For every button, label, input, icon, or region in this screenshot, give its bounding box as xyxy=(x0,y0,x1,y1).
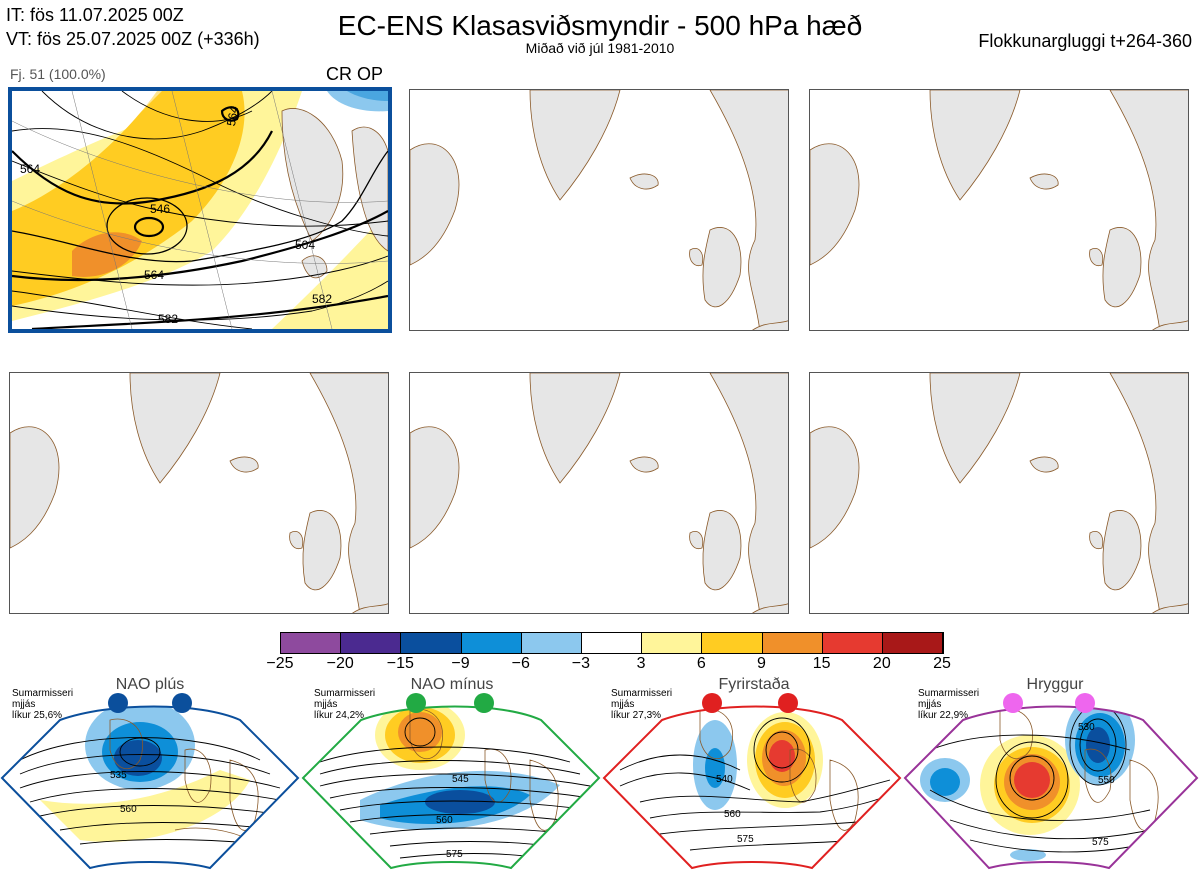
classification-window: Flokkunargluggi t+264-360 xyxy=(978,31,1192,51)
colorbar-label: −20 xyxy=(326,655,354,672)
svg-text:575: 575 xyxy=(737,834,754,845)
svg-text:550: 550 xyxy=(1098,775,1115,786)
colorbar-label: −25 xyxy=(266,655,294,672)
contour-label: 564 xyxy=(20,162,40,176)
contour-label: 582 xyxy=(312,292,332,306)
map-land xyxy=(810,373,1188,613)
contour-label: 504 xyxy=(295,238,315,252)
colorbar-swatch xyxy=(461,633,522,653)
regime-dot xyxy=(702,693,722,713)
map-land xyxy=(810,90,1188,330)
colorbar-label: 3 xyxy=(636,655,646,672)
regime-dot xyxy=(1075,693,1095,713)
colorbar-swatch xyxy=(401,633,462,653)
cluster-map-6[interactable] xyxy=(809,372,1189,614)
colorbar-label: −3 xyxy=(571,655,591,672)
regime-note-nao-plus: Sumarmisseri mjjás líkur 25,6% xyxy=(12,688,74,721)
colorbar-label: −6 xyxy=(511,655,530,672)
init-time: IT: fös 11.07.2025 00Z xyxy=(6,5,184,25)
svg-text:560: 560 xyxy=(436,815,453,826)
valid-time: VT: fös 25.07.2025 00Z (+336h) xyxy=(6,29,260,49)
svg-text:545: 545 xyxy=(452,774,469,785)
colorbar-swatch xyxy=(521,633,582,653)
contour-label: 546 xyxy=(150,202,170,216)
svg-text:530: 530 xyxy=(1078,722,1095,733)
regime-title-blocking: Fyrirstaða xyxy=(718,676,790,693)
regime-dot xyxy=(778,693,798,713)
map-land xyxy=(410,90,788,330)
map-land xyxy=(410,373,788,613)
cluster-map-5[interactable] xyxy=(409,372,789,614)
colorbar-swatch xyxy=(882,633,944,653)
colorbar-swatch xyxy=(822,633,883,653)
contour-label: 564 xyxy=(224,105,241,127)
regime-maps: 535 560 545 560 575 xyxy=(0,693,1199,870)
regime-map-ridge: 530 550 575 xyxy=(905,706,1197,868)
cluster-map-4[interactable] xyxy=(9,372,389,614)
colorbar-label: 15 xyxy=(812,655,831,672)
svg-text:560: 560 xyxy=(724,809,741,820)
colorbar-label: 9 xyxy=(757,655,766,672)
page-subtitle: Miðað við júl 1981-2010 xyxy=(525,40,675,56)
regime-note-nao-minus: Sumarmisseri mjjás líkur 24,2% xyxy=(314,688,376,721)
page-title: EC-ENS Klasasviðsmyndir - 500 hPa hæð xyxy=(337,10,863,41)
regime-map-blocking: 540 560 575 xyxy=(604,706,900,868)
svg-text:560: 560 xyxy=(120,804,137,815)
regime-frame-nao-minus xyxy=(301,705,601,870)
colorbar-swatch xyxy=(702,633,763,653)
regime-dot xyxy=(474,693,494,713)
colorbar-label: 6 xyxy=(696,655,706,672)
colorbar-swatch xyxy=(762,633,823,653)
contour-label: 564 xyxy=(144,268,164,282)
colorbar-label: 20 xyxy=(872,655,891,672)
regime-map-nao-minus: 545 560 575 xyxy=(303,706,599,868)
regime-frame-nao-plus xyxy=(0,705,300,870)
colorbar-label: −9 xyxy=(451,655,470,672)
regime-dot xyxy=(406,693,426,713)
contour-label: 582 xyxy=(158,312,178,326)
svg-text:540: 540 xyxy=(716,774,733,785)
svg-text:535: 535 xyxy=(110,770,127,781)
colorbar-swatch xyxy=(642,633,703,653)
svg-text:575: 575 xyxy=(446,849,463,860)
cluster-map-3[interactable] xyxy=(809,89,1189,331)
regime-dot xyxy=(1003,693,1023,713)
colorbar-swatch xyxy=(581,633,643,653)
colorbar-label: 25 xyxy=(933,655,951,672)
svg-text:575: 575 xyxy=(1092,837,1109,848)
regime-dot xyxy=(108,693,128,713)
map-land xyxy=(10,373,388,613)
cluster-tag: CR OP xyxy=(326,64,384,84)
regime-map-nao-plus: 535 560 xyxy=(2,706,298,868)
regime-title-ridge: Hryggur xyxy=(1026,676,1084,693)
regime-title-nao-plus: NAO plús xyxy=(115,676,185,693)
regime-title-nao-minus: NAO mínus xyxy=(410,676,494,693)
colorbar-label: −15 xyxy=(386,655,414,672)
regime-dot xyxy=(172,693,192,713)
regime-note-blocking: Sumarmisseri mjjás líkur 27,3% xyxy=(611,688,673,721)
cluster-map-2[interactable] xyxy=(409,89,789,331)
cluster-label: Fj. 51 (100.0%) xyxy=(10,66,106,82)
colorbar-swatch xyxy=(281,633,342,653)
regime-note-ridge: Sumarmisseri mjjás líkur 22,9% xyxy=(918,688,980,721)
cluster-map-1[interactable]: 564 564 546 504 564 582 582 xyxy=(8,87,392,333)
colorbar xyxy=(280,632,944,654)
colorbar-swatch xyxy=(341,633,402,653)
cluster-map-1-svg: 564 564 546 504 564 582 582 xyxy=(12,91,388,329)
